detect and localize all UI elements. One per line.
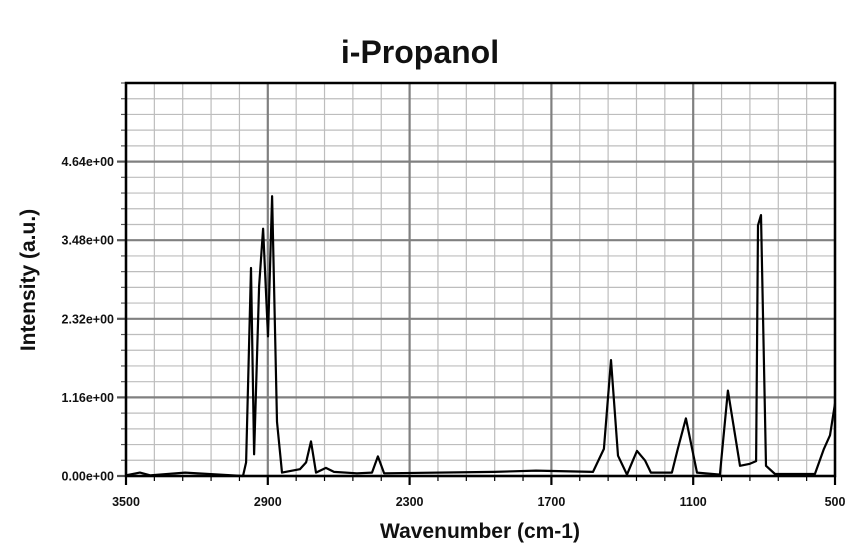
y-tick-label: 3.48e+00: [62, 234, 115, 248]
plot-frame: [124, 81, 837, 478]
x-tick-label: 3500: [112, 495, 140, 509]
y-tick-labels: 0.00e+00 1.16e+00 2.32e+00 3.48e+00 4.64e+00: [62, 155, 115, 483]
x-tick-labels: 3500 2900 2300 1700 1100 500: [112, 495, 845, 509]
minor-gridlines: [125, 82, 836, 477]
x-tick-label: 2900: [254, 495, 282, 509]
x-tick-label: 500: [825, 495, 846, 509]
x-tick-label: 1700: [537, 495, 565, 509]
y-tick-label: 0.00e+00: [62, 470, 115, 484]
chart-title: i-Propanol: [340, 34, 500, 70]
y-tick-label: 4.64e+00: [62, 155, 115, 169]
x-tick-label: 2300: [396, 495, 424, 509]
x-tick-label: 1100: [680, 495, 707, 509]
spectrum-line: [125, 195, 837, 478]
y-tick-label: 2.32e+00: [62, 312, 115, 326]
axis-ticks: [117, 82, 837, 485]
major-gridlines: [124, 83, 837, 478]
y-tick-label: 1.16e+00: [62, 391, 115, 405]
x-axis-label: Wavenumber (cm-1): [380, 520, 580, 543]
